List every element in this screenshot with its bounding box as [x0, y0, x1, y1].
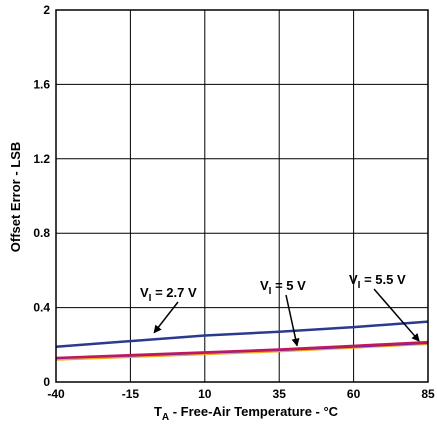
annotation-arrow	[373, 288, 420, 342]
y-tick-label: 1.2	[33, 152, 50, 166]
annotation-label: VI = 5.5 V	[349, 272, 406, 291]
x-tick-label: 85	[421, 387, 435, 401]
x-axis-label: TA - Free-Air Temperature - °C	[154, 404, 339, 423]
series-lines	[55, 320, 429, 361]
series-annotations: VI = 2.7 V VI = 5 V VI = 5.5 V	[140, 272, 420, 347]
series-line-1	[55, 340, 429, 359]
plot-frame	[55, 9, 429, 383]
grid	[56, 10, 428, 382]
y-tick-label: 0	[43, 375, 50, 389]
x-tick-label: 60	[347, 387, 361, 401]
x-tick-label: -40	[47, 387, 65, 401]
annotation-arrow	[285, 294, 300, 347]
x-tick-label: 35	[273, 387, 287, 401]
y-axis-label: Offset Error - LSB	[8, 142, 23, 253]
x-axis-label-rest: - Free-Air Temperature - °C	[169, 404, 339, 419]
x-axis-label-main: T	[154, 404, 162, 419]
y-tick-label: 0.4	[33, 301, 50, 315]
x-axis-label-sub: A	[162, 412, 169, 423]
y-tick-label: 1.6	[33, 77, 50, 91]
series-line-0	[55, 320, 429, 348]
y-tick-label: 0.8	[33, 226, 50, 240]
x-tick-label: 10	[198, 387, 212, 401]
y-tick-label: 2	[43, 3, 50, 17]
x-tick-label: -15	[122, 387, 140, 401]
annotation-label: VI = 5 V	[260, 278, 306, 297]
annotation-arrow	[153, 301, 179, 334]
annotation-label: VI = 2.7 V	[140, 285, 197, 304]
tick-labels: -40 -15 10 35 60 85 0 0.4 0.8 1.2 1.6 2	[33, 3, 435, 401]
